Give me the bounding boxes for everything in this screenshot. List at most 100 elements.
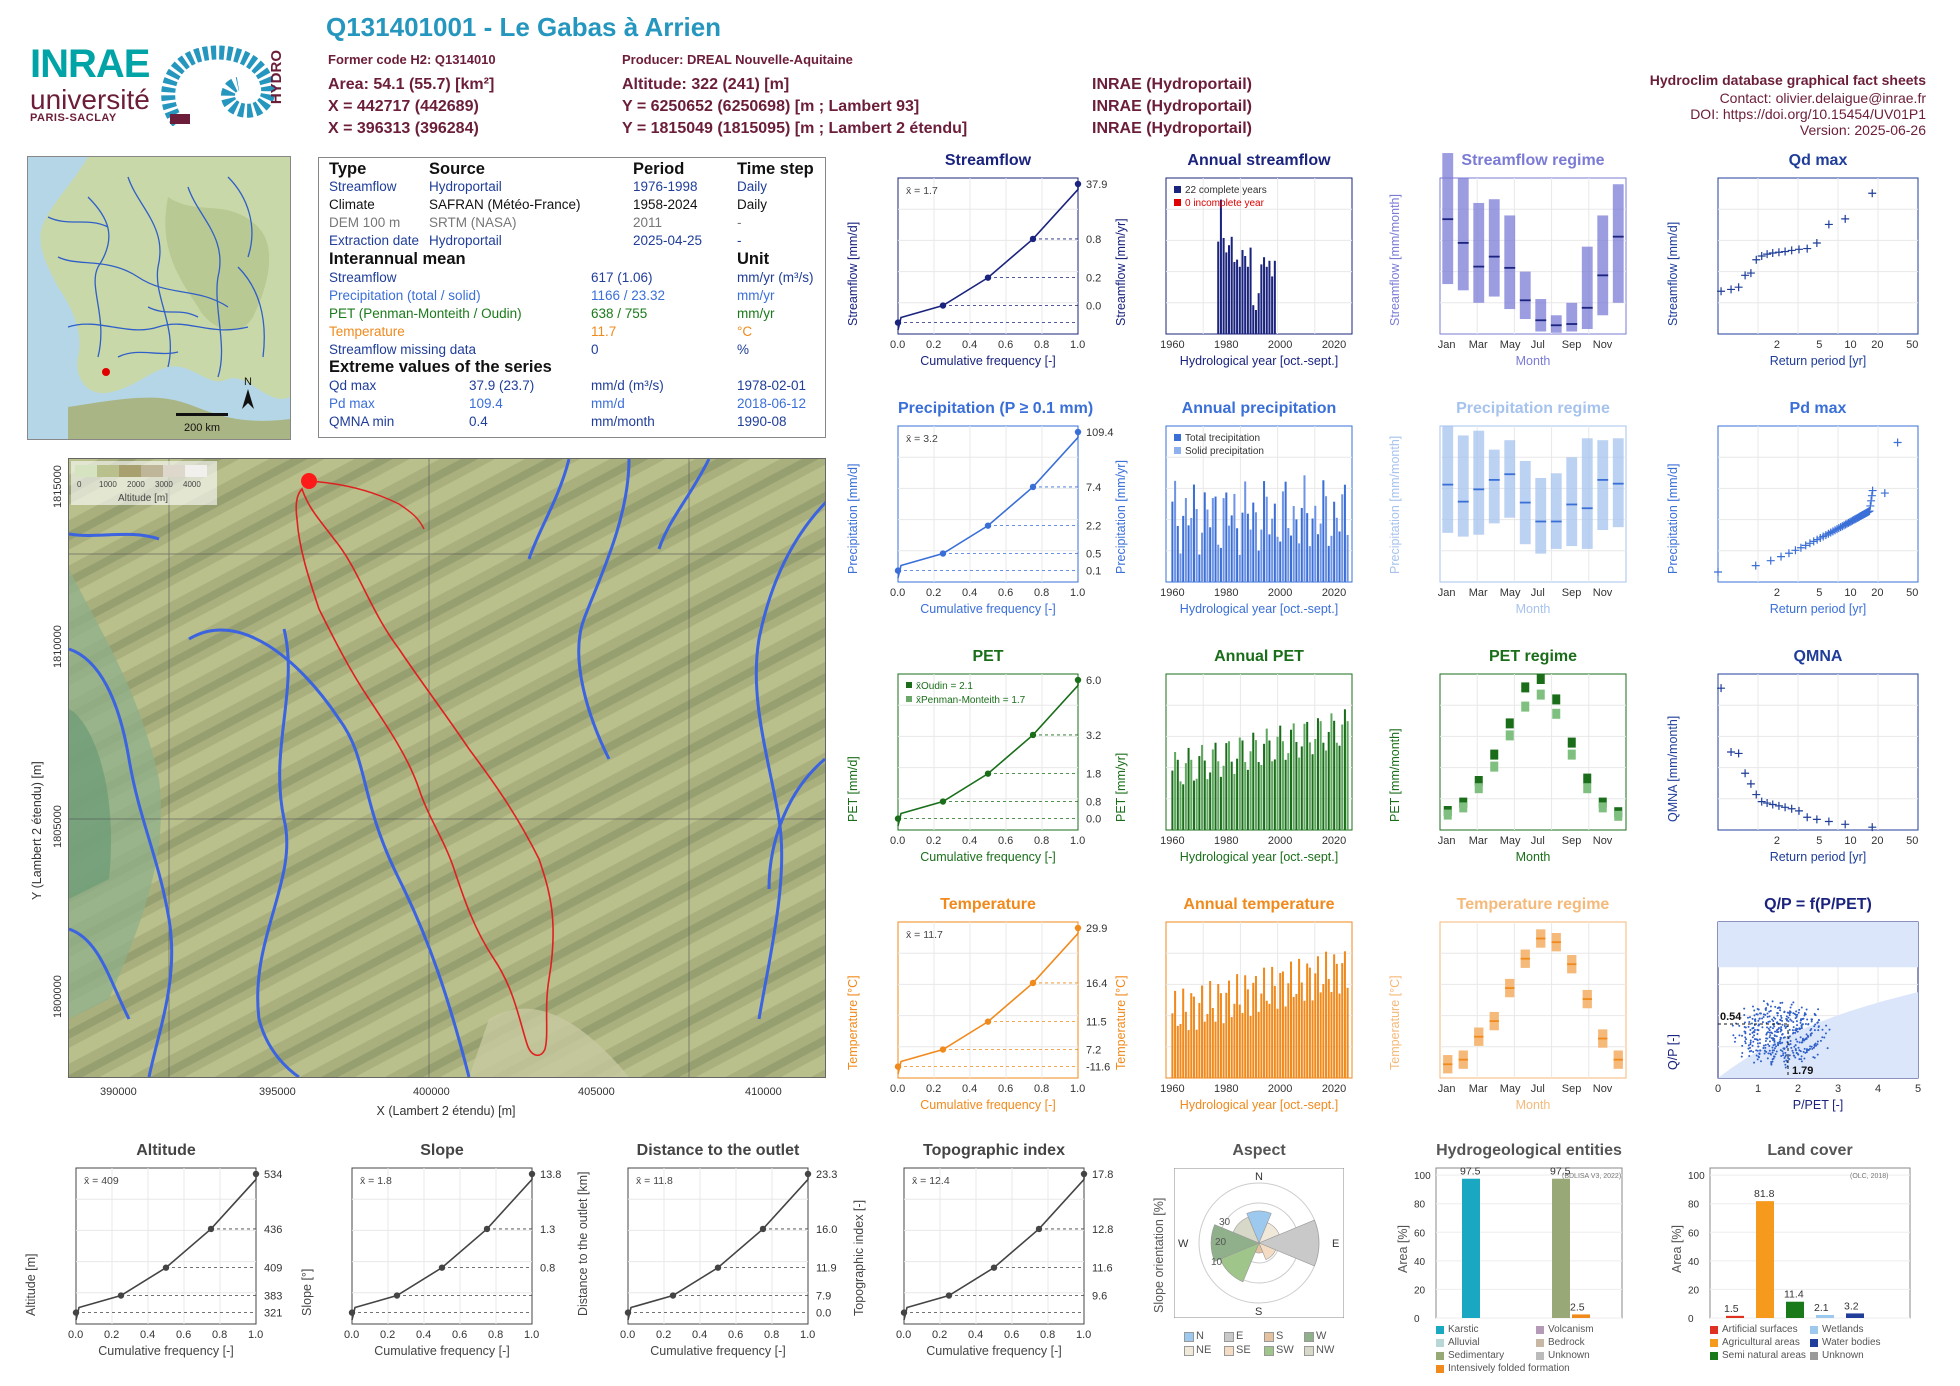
qp-point-63	[1793, 1045, 1796, 1048]
annual_temp-bar-2003	[1290, 961, 1293, 1078]
qd_max-chart: 2 5 10 20 50	[1717, 177, 1919, 351]
hydrogeology-y-tick-80: 80	[1414, 1200, 1426, 1211]
altitude_cdf-right-tick-2: 409	[264, 1263, 282, 1275]
aspect-dir-W: W	[1178, 1238, 1189, 1250]
pet_cdf-right-tick-1: 3.2	[1086, 730, 1101, 742]
annual_streamflow-bar-1988	[1249, 247, 1252, 334]
source-2: INRAE (Hydroportail)	[1092, 98, 1252, 115]
qp-point-311	[1785, 1025, 1788, 1028]
hydrogeology-bar-label-2: 2.5	[1570, 1301, 1585, 1313]
altitude_cdf-right-tick-0: 534	[264, 1169, 282, 1181]
annual_temp-bar-1986	[1244, 975, 1247, 1078]
pet_cdf-legend-1: x̄Penman-Monteith = 1.7	[916, 695, 1026, 706]
annual_precip-bar-2008	[1303, 475, 1306, 582]
qp-point-202	[1798, 1049, 1801, 1052]
annual_pet-bar-1985	[1241, 740, 1244, 830]
aspect-sector-E	[1258, 1219, 1320, 1267]
qp-point-345	[1786, 1011, 1789, 1014]
aspect-legend-SW: SW	[1276, 1344, 1294, 1356]
pd_max-point-50	[1893, 438, 1902, 447]
qp-point-71	[1803, 1047, 1806, 1050]
annual_temp-bar-1962	[1179, 1023, 1182, 1078]
qp-point-395	[1800, 1025, 1803, 1028]
annual_pet-bar-1984	[1238, 737, 1241, 830]
qp-point-399	[1748, 1050, 1751, 1053]
annual_temp-bar-2018	[1330, 992, 1333, 1078]
pet_cdf-x-tick-3: 0.6	[998, 835, 1013, 847]
streamflow_regime-x-tick-May: May	[1500, 339, 1521, 351]
qp-point-409	[1781, 1050, 1784, 1053]
streamflow_regime-title: Streamflow regime	[1461, 152, 1605, 169]
annual_pet-bar-1974	[1211, 749, 1214, 830]
annual_precip-bar-1966	[1190, 517, 1193, 582]
temp_cdf-plot: 29.9 16.4 11.5 7.2 -11.6 0.0 0.2 0.4 0.6 0.8 1.0 x̄…	[890, 921, 1110, 1095]
qp-point-122	[1769, 1026, 1772, 1029]
annual_temp-bar-1979	[1225, 992, 1228, 1078]
qp-point-241	[1801, 1037, 1804, 1040]
qp-point-261	[1762, 1013, 1765, 1016]
qp-point-78	[1795, 1010, 1798, 1013]
annual_precip-bar-1968	[1195, 509, 1198, 582]
annual_precip-bar-1964	[1184, 498, 1187, 582]
qp-point-23	[1788, 1014, 1791, 1017]
qp-point-245	[1747, 1025, 1750, 1028]
slope_cdf-right-tick-0: 13.8	[540, 1169, 561, 1181]
land_cover-legend-key-4	[1710, 1352, 1718, 1360]
qp-point-141	[1795, 1027, 1798, 1030]
land_cover-legend-key-5	[1810, 1352, 1818, 1360]
streamflow_regime-box-5	[1519, 271, 1531, 320]
qp-point-21	[1814, 1042, 1817, 1045]
qp-point-355	[1761, 1017, 1764, 1020]
precip_regime-box-1	[1457, 435, 1469, 537]
altitude_cdf-frame	[75, 1167, 257, 1325]
qp-point-160	[1799, 1036, 1802, 1039]
qp-point-296	[1815, 1044, 1818, 1047]
map-xlabel: X (Lambert 2 étendu) [m]	[376, 1104, 516, 1118]
land_cover-legend-1: Wetlands	[1822, 1324, 1864, 1335]
qp-point-61	[1775, 1050, 1778, 1053]
hydrogeology-legend-key-0	[1436, 1326, 1444, 1334]
qp-point-2	[1779, 1009, 1782, 1012]
annual_precip-bar-1975	[1214, 496, 1217, 582]
qp-point-200	[1776, 1031, 1778, 1033]
qp-point-284	[1770, 1031, 1773, 1034]
annual_temp-bar-2004	[1292, 996, 1295, 1078]
annual_temp-bar-1959	[1171, 1013, 1174, 1078]
qp-point-293	[1806, 1018, 1809, 1021]
altitude_cdf-x-tick-0: 0.0	[68, 1329, 83, 1341]
annual_streamflow-chart: 1960 1980 2000 2020 22 complete years 0 incom…	[1160, 177, 1353, 351]
aspect-sector-W	[1210, 1224, 1260, 1262]
slope_cdf-title: Slope	[420, 1142, 464, 1159]
qp-point-417	[1771, 1046, 1774, 1049]
topo_cdf-right-tick-3: 9.6	[1092, 1291, 1107, 1303]
aspect-legend-NE: NE	[1196, 1344, 1212, 1356]
qd_max-point-11	[1787, 246, 1796, 255]
annual_temp-chart: 1960 1980 2000 2020	[1160, 921, 1353, 1095]
qmna-point-0	[1717, 684, 1726, 693]
distance_cdf-title: Distance to the outlet	[636, 1142, 800, 1159]
annual_streamflow-bar-1984	[1238, 266, 1241, 334]
qp-point-36	[1772, 1020, 1775, 1023]
qp-point-124	[1759, 1049, 1762, 1052]
pet_cdf-legend-0: x̄Oudin = 2.1	[916, 681, 973, 692]
qp-point-300	[1778, 1027, 1780, 1029]
doi-link[interactable]: DOI: https://doi.org/10.15454/UV01P1	[1690, 106, 1926, 122]
precip_cdf-x-tick-3: 0.6	[998, 587, 1013, 599]
distance_cdf-mean-label: x̄ = 11.8	[636, 1175, 673, 1187]
pet_cdf-point-4	[1074, 676, 1082, 684]
annual_streamflow-x-tick-1960: 1960	[1160, 339, 1184, 351]
qp-point-368	[1773, 1025, 1776, 1028]
qd_max-point-4	[1746, 269, 1755, 278]
annual_precip-bar-1960	[1174, 480, 1177, 582]
annual_streamflow-x-tick-1980: 1980	[1214, 339, 1238, 351]
annual_temp-bar-1993	[1263, 967, 1266, 1078]
precip_cdf-right-tick-2: 2.2	[1086, 521, 1101, 533]
topo_cdf-xlabel: Cumulative frequency [-]	[926, 1344, 1062, 1358]
catchment-map: 0 1000 2000 3000 4000 Altitude [m]	[68, 458, 826, 1078]
qmna-title: QMNA	[1793, 648, 1843, 665]
qp-point-359	[1812, 1056, 1815, 1059]
qp-point-316	[1764, 1008, 1767, 1011]
annual_streamflow-bar-1993	[1263, 257, 1266, 334]
qp-point-120	[1792, 1021, 1795, 1024]
pet_cdf-legend-key-1	[906, 696, 912, 702]
